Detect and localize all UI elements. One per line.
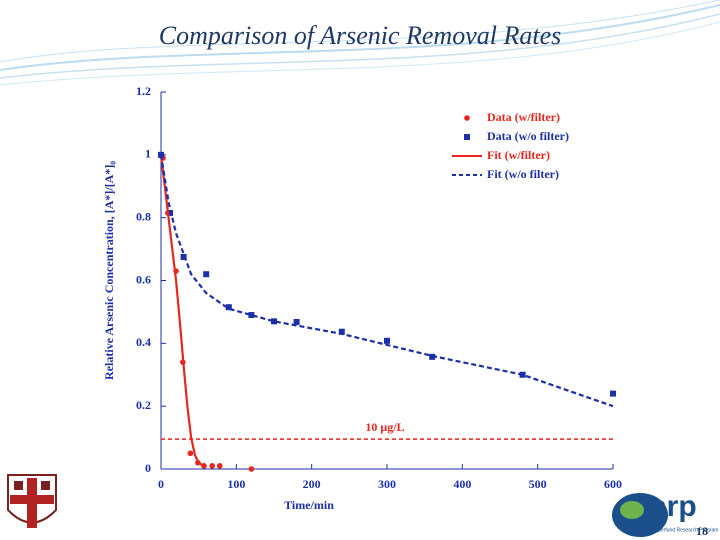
legend-marker [464,115,470,121]
data-point [271,318,277,325]
threshold-label: 10 μg/L [365,420,404,434]
data-point [209,463,216,469]
fit-line [159,154,207,469]
data-point [384,337,390,344]
legend-marker [464,134,470,140]
x-tick-label: 400 [453,477,471,491]
header-decoration [0,0,720,86]
y-tick-label: 0.2 [136,398,151,412]
data-point [293,318,300,325]
data-point [610,390,616,397]
data-point [216,463,223,469]
x-tick-label: 300 [378,477,396,491]
y-tick-label: 1 [145,147,151,161]
y-tick-label: 1.2 [136,84,151,98]
x-tick-label: 0 [158,477,164,491]
y-tick-label: 0.8 [136,209,151,223]
x-tick-label: 500 [529,477,547,491]
srp-logo: srp Superfund Research Program [612,490,718,537]
data-point [203,271,210,278]
logo-caption: Superfund Research Program [652,527,718,533]
data-point [187,450,194,457]
x-tick-label: 200 [303,477,321,491]
y-tick-label: 0 [145,461,151,475]
x-tick-label: 100 [227,477,245,491]
data-point [338,328,345,335]
page-number: 18 [696,524,708,538]
legend-label: Data (w/filter) [487,110,560,124]
y-axis-label: Relative Arsenic Concentration, [A*]/[A*… [102,161,116,380]
y-tick-label: 0.6 [136,272,151,286]
data-point [225,304,232,311]
legend-label: Fit (w/o filter) [487,167,559,181]
fit-line [159,154,614,408]
legend-label: Fit (w/filter) [487,148,550,162]
y-tick-label: 0.4 [136,335,151,349]
legend-label: Data (w/o filter) [487,129,569,143]
x-axis-label: Time/min [284,498,334,512]
university-crest [7,474,57,528]
data-point [248,466,255,472]
logo-text: srp [650,490,697,523]
slide-title: Comparison of Arsenic Removal Rates [159,21,561,50]
x-tick-label: 600 [604,477,622,491]
data-point [248,312,255,319]
